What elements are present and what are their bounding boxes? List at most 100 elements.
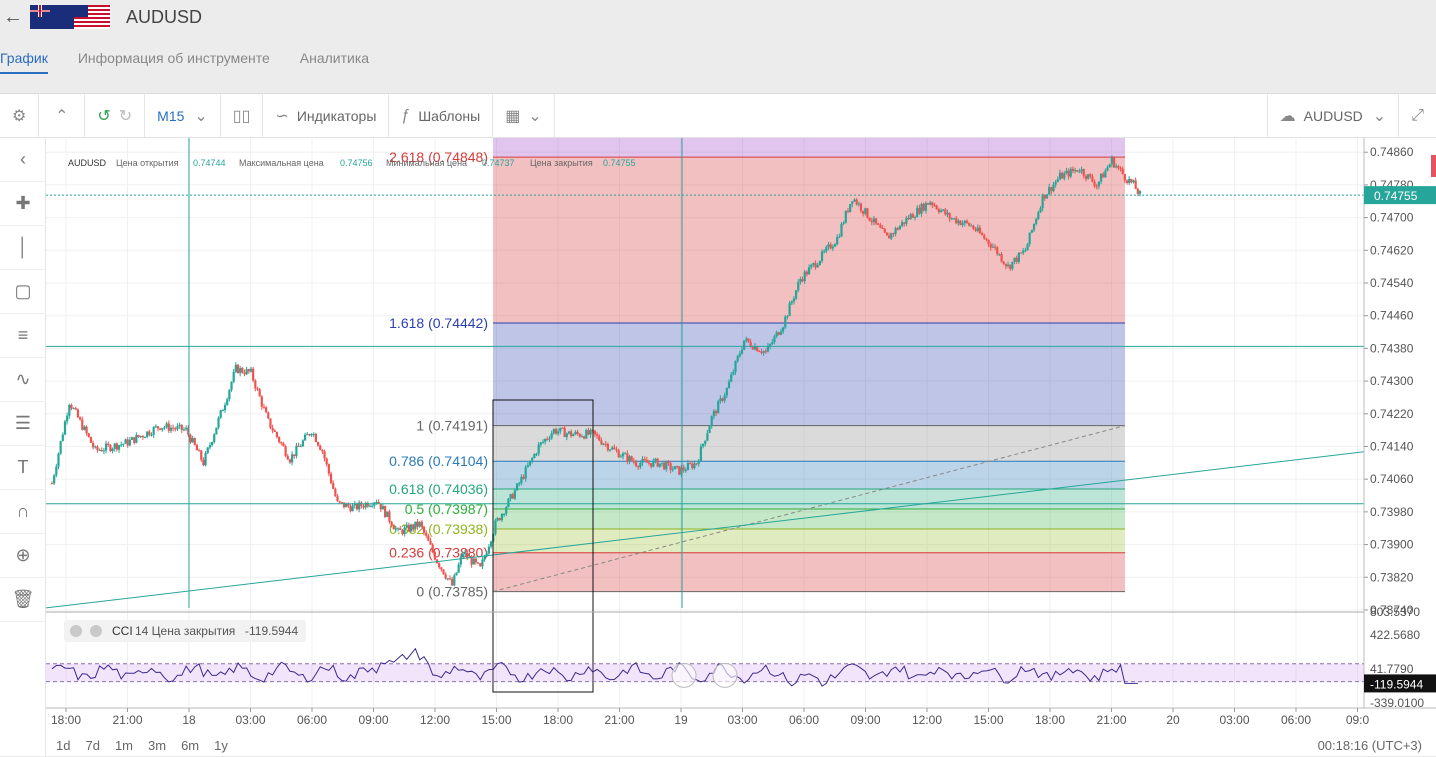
candle-body — [83, 426, 86, 430]
settings-button[interactable]: ⚙ — [0, 93, 40, 138]
candle-body — [239, 367, 242, 374]
candle-body — [427, 535, 430, 541]
candle-body — [639, 463, 642, 468]
candle-body — [976, 227, 979, 231]
candle-body — [104, 443, 108, 451]
candle-body — [260, 396, 263, 407]
candle-body — [617, 450, 620, 458]
candle-body — [1041, 194, 1044, 209]
collapse-button[interactable]: ⌃ — [39, 93, 86, 138]
candle-body — [803, 271, 806, 281]
text-icon[interactable]: T — [0, 446, 46, 490]
candle-body — [351, 505, 354, 512]
horizontal-lines-icon[interactable]: ≡ — [0, 314, 46, 358]
candle-body — [799, 279, 802, 283]
symbol-select[interactable]: ☁ AUDUSD ⌄ — [1266, 93, 1400, 138]
candle-body — [1134, 180, 1137, 189]
candle-body — [775, 332, 778, 337]
redo-icon[interactable]: ↻ — [118, 107, 133, 125]
candle-body — [957, 220, 960, 224]
time-tick-label: 15:00 — [973, 713, 1003, 727]
user-drawings[interactable] — [46, 138, 1365, 693]
price-chart[interactable]: 2.618 (0.74848) 1.618 (0.74442) 1 (0.74191… — [46, 138, 1436, 734]
candle-body — [249, 368, 253, 372]
candle-body — [459, 556, 462, 565]
candle-body — [55, 466, 58, 476]
candle-body — [790, 301, 793, 304]
candle-body — [494, 520, 497, 534]
calendar-button[interactable]: ▦ ⌄ — [493, 93, 555, 138]
fullscreen-button[interactable]: ⤢ — [1399, 94, 1436, 138]
price-tick-label: 0.74220 — [1370, 407, 1414, 421]
candle-body — [952, 218, 956, 220]
candle-body — [851, 201, 854, 205]
candle-body — [431, 544, 434, 552]
tab-chart[interactable]: График — [0, 44, 48, 74]
rectangle-icon[interactable]: ▢ — [0, 270, 46, 314]
candle-body — [371, 505, 374, 507]
range-1d[interactable]: 1d — [56, 738, 71, 753]
indicators-button[interactable]: ∽ Индикаторы — [263, 93, 390, 138]
range-3m[interactable]: 3m — [148, 738, 167, 753]
trash-icon[interactable]: 🗑 — [0, 578, 46, 622]
candle-body — [243, 372, 246, 375]
back-button[interactable]: ← — [0, 3, 26, 31]
timeframe-select[interactable]: M15 ⌄ — [145, 93, 221, 138]
close-indicator-icon[interactable] — [70, 625, 82, 637]
price-tick-label: 0.73820 — [1370, 570, 1414, 584]
chart-type-button[interactable]: ▯▯ — [221, 93, 264, 138]
candle-body — [433, 551, 436, 560]
vertical-line-icon[interactable]: │ — [0, 226, 46, 270]
candle-body — [931, 202, 934, 206]
range-7d[interactable]: 7d — [85, 738, 100, 753]
candle-body — [115, 443, 118, 450]
gear-icon[interactable] — [90, 625, 102, 637]
candle-body — [989, 244, 992, 248]
candle-body — [595, 434, 599, 436]
candle-body — [714, 410, 718, 414]
candle-body — [1048, 187, 1051, 195]
candle-body — [747, 338, 750, 342]
candle-body — [686, 463, 690, 471]
candle-body — [403, 527, 406, 534]
fib-level-label: 1.618 (0.74442) — [389, 315, 488, 331]
candle-body — [561, 427, 564, 429]
range-1m[interactable]: 1m — [114, 738, 133, 753]
zoom-in-icon[interactable]: ⊕ — [0, 534, 46, 578]
candle-body — [719, 398, 722, 402]
fibonacci-retracement[interactable]: 2.618 (0.74848) 1.618 (0.74442) 1 (0.74191… — [389, 138, 1126, 600]
magnet-icon[interactable]: ∩ — [0, 490, 46, 534]
candle-body — [405, 524, 408, 528]
candle-body — [1130, 178, 1133, 183]
candle-body — [548, 438, 551, 440]
candle-body — [355, 503, 359, 510]
price-tick-label: 0.74540 — [1370, 276, 1414, 290]
tab-analytics[interactable]: Аналитика — [299, 50, 370, 66]
candle-body — [1054, 181, 1057, 185]
fibonacci-icon[interactable]: ☰ — [0, 402, 46, 446]
candle-body — [1035, 219, 1038, 224]
fib-zone — [493, 425, 1125, 462]
candle-body — [1037, 212, 1040, 220]
candle-body — [678, 466, 681, 475]
candle-body — [546, 438, 549, 440]
tab-instrument-info[interactable]: Информация об инструменте — [77, 50, 270, 66]
collapse-panel-icon[interactable]: ‹ — [0, 138, 46, 182]
time-tick-label: 21:00 — [604, 713, 634, 727]
crosshair-icon[interactable]: ✚ — [0, 182, 46, 226]
undo-icon[interactable]: ↺ — [97, 107, 111, 125]
range-6m[interactable]: 6m — [181, 738, 200, 753]
candle-body — [377, 501, 380, 504]
candle-body — [868, 217, 871, 221]
pattern-icon[interactable]: ∿ — [0, 358, 46, 402]
candle-body — [191, 437, 194, 443]
candle-body — [708, 426, 711, 434]
templates-button[interactable]: ƒ Шаблоны — [389, 93, 494, 138]
range-1y[interactable]: 1y — [214, 738, 228, 753]
price-tick-label: 0.73740 — [1370, 603, 1414, 617]
candle-body — [117, 445, 121, 450]
cci-tick-label: -339.0100 — [1370, 696, 1424, 710]
candle-body — [321, 449, 324, 452]
candle-body — [1019, 252, 1023, 254]
candle-body — [933, 205, 936, 207]
